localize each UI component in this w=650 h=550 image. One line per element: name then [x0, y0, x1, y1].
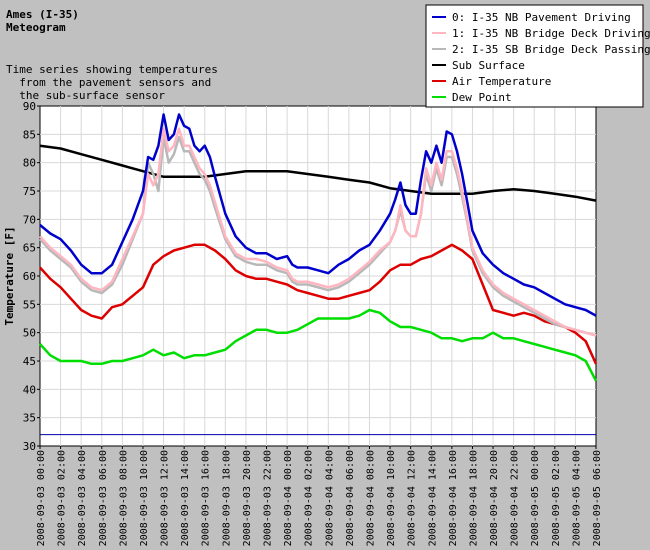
y-axis-label: Temperature [F] [3, 226, 16, 325]
chart-subtitle-line-3: the sub-surface sensor [6, 89, 165, 102]
x-tick-label: 2008-09-04 04:00 [324, 450, 335, 546]
x-tick-label: 2008-09-03 14:00 [180, 450, 191, 546]
x-tick-label: 2008-09-03 18:00 [221, 450, 232, 546]
chart-subtitle-line-1: Time series showing temperatures [6, 63, 218, 76]
y-tick-label: 75 [23, 185, 36, 198]
x-tick-label: 2008-09-04 12:00 [407, 450, 418, 546]
y-tick-label: 35 [23, 412, 36, 425]
legend-label: Air Temperature [452, 75, 551, 88]
y-tick-label: 70 [23, 213, 36, 226]
legend-label: 0: I-35 NB Pavement Driving [452, 11, 631, 24]
chart-title-line-2: Meteogram [6, 21, 66, 34]
x-tick-label: 2008-09-03 02:00 [57, 450, 68, 546]
legend-label: Sub Surface [452, 59, 525, 72]
x-tick-label: 2008-09-04 20:00 [489, 450, 500, 546]
x-tick-label: 2008-09-03 06:00 [98, 450, 109, 546]
x-tick-label: 2008-09-03 04:00 [77, 450, 88, 546]
x-tick-label: 2008-09-05 02:00 [551, 450, 562, 546]
legend-entries: 0: I-35 NB Pavement Driving 1: I-35 NB Br… [432, 11, 650, 104]
x-tick-label: 2008-09-04 16:00 [448, 450, 459, 546]
y-tick-label: 60 [23, 270, 36, 283]
x-tick-label: 2008-09-04 22:00 [510, 450, 521, 546]
x-tick-label: 2008-09-05 06:00 [592, 450, 603, 546]
legend-box [425, 4, 644, 108]
y-tick-label: 45 [23, 355, 36, 368]
x-tick-label: 2008-09-03 20:00 [242, 450, 253, 546]
y-axis: 30 35 40 45 50 55 60 65 70 75 80 85 90 [23, 100, 40, 453]
y-tick-label: 80 [23, 157, 36, 170]
x-tick-label: 2008-09-05 04:00 [571, 450, 582, 546]
y-tick-label: 65 [23, 242, 36, 255]
grid-lines [40, 106, 596, 446]
x-tick-label: 2008-09-03 00:00 [36, 450, 47, 546]
x-axis: 2008-09-03 00:00 2008-09-03 02:00 2008-09-… [36, 446, 603, 546]
x-tick-label: 2008-09-04 02:00 [304, 450, 315, 546]
x-tick-label: 2008-09-04 18:00 [468, 450, 479, 546]
x-tick-label: 2008-09-04 14:00 [427, 450, 438, 546]
x-tick-label: 2008-09-04 06:00 [345, 450, 356, 546]
y-tick-label: 50 [23, 327, 36, 340]
series-line-3 [39, 144, 597, 202]
x-tick-label: 2008-09-04 08:00 [365, 450, 376, 546]
legend-label: Dew Point [452, 91, 512, 104]
x-tick-label: 2008-09-03 08:00 [118, 450, 129, 546]
y-tick-label: 90 [23, 100, 36, 113]
series-line-4 [39, 243, 598, 365]
y-tick-label: 30 [23, 440, 36, 453]
y-tick-label: 85 [23, 128, 36, 141]
x-tick-label: 2008-09-03 10:00 [139, 450, 150, 546]
x-tick-label: 2008-09-03 22:00 [263, 450, 274, 546]
series-lines [39, 113, 598, 382]
x-tick-label: 2008-09-05 00:00 [530, 450, 541, 546]
chart-subtitle-line-2: from the pavement sensors and [6, 76, 211, 89]
series-line-0 [39, 113, 597, 317]
legend-label: 1: I-35 NB Bridge Deck Driving [452, 27, 650, 40]
x-tick-label: 2008-09-03 16:00 [201, 450, 212, 546]
x-tick-label: 2008-09-04 00:00 [283, 450, 294, 546]
y-tick-label: 40 [23, 383, 36, 396]
series-line-5 [39, 308, 598, 382]
x-tick-label: 2008-09-03 12:00 [160, 450, 171, 546]
chart-title-line-1: Ames (I-35) [6, 8, 79, 21]
y-tick-label: 55 [23, 298, 36, 311]
legend-label: 2: I-35 SB Bridge Deck Passing [452, 43, 650, 56]
legend: 0: I-35 NB Pavement Driving 1: I-35 NB Br… [425, 4, 650, 108]
x-tick-label: 2008-09-04 10:00 [386, 450, 397, 546]
series-line-1 [39, 127, 597, 337]
